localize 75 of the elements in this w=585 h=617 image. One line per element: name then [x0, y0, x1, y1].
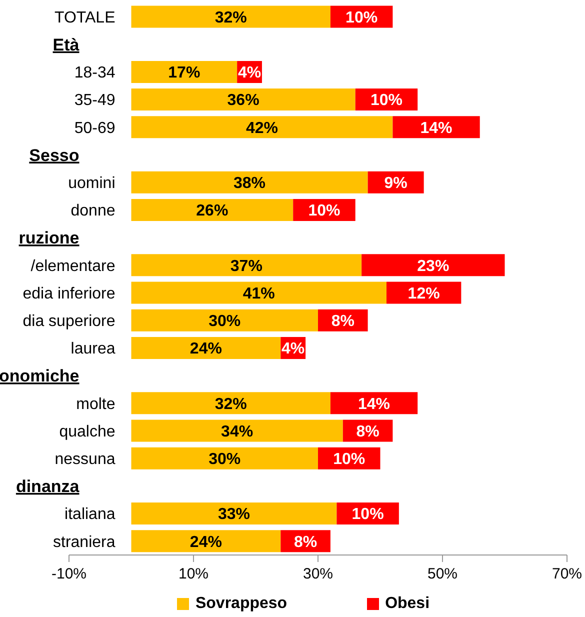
y-tick-label: 50-69	[74, 120, 116, 137]
data-label: 10%	[346, 9, 378, 26]
data-label: 10%	[308, 202, 340, 220]
data-label: 8%	[331, 312, 354, 330]
bar	[131, 171, 368, 194]
y-tick-label: 18-34	[74, 64, 116, 82]
y-tick-label: qualche	[59, 423, 116, 440]
x-tick-label: 30%	[302, 566, 334, 583]
data-label: 14%	[358, 396, 390, 413]
y-tick-label: ruzione	[18, 228, 80, 248]
bar	[131, 198, 294, 221]
data-label: 8%	[294, 534, 318, 551]
data-label: 10%	[370, 92, 402, 110]
bar	[131, 60, 238, 83]
x-tick-label: 10%	[178, 566, 209, 583]
y-tick-label: laurea	[70, 340, 116, 358]
bar	[131, 282, 386, 304]
bar	[392, 116, 480, 138]
y-tick-label: italiana	[64, 506, 116, 524]
bar	[131, 309, 318, 332]
bar	[131, 88, 356, 111]
y-tick-label: uomini	[68, 175, 116, 192]
data-label: 32%	[214, 396, 247, 413]
x-tick-label: 70%	[552, 566, 582, 583]
x-tick-label: 50%	[427, 566, 458, 583]
data-label: 41%	[242, 285, 275, 302]
bar	[131, 336, 281, 359]
y-tick-label: TOTALE	[54, 9, 116, 26]
data-label: 8%	[356, 423, 380, 440]
data-label: 42%	[246, 120, 278, 137]
y-tick-label: edia inferiore	[22, 285, 116, 302]
y-tick-label: dia superiore	[22, 313, 116, 330]
data-label: 37%	[230, 258, 262, 275]
y-tick-label: /elementare	[30, 258, 116, 275]
y-tick-label: Età	[52, 35, 80, 54]
data-label: 30%	[208, 450, 241, 468]
bar	[131, 502, 337, 525]
x-tick-label: -10%	[51, 566, 87, 583]
data-label: 4%	[282, 340, 305, 358]
data-label: 38%	[234, 174, 266, 192]
bar	[131, 420, 343, 442]
data-label: 33%	[218, 506, 250, 524]
bar	[362, 254, 505, 276]
data-label: 10%	[333, 450, 366, 468]
data-label: 24%	[190, 534, 222, 551]
data-label: 12%	[408, 285, 440, 302]
y-tick-label: molte	[76, 396, 116, 413]
data-label: 26%	[196, 202, 228, 220]
legend-label: Obesi	[385, 595, 430, 613]
data-label: 23%	[417, 258, 450, 275]
bar	[131, 392, 330, 414]
bar	[131, 116, 393, 138]
bar	[131, 6, 330, 28]
data-label: 36%	[227, 92, 260, 110]
data-label: 10%	[352, 506, 384, 524]
bar	[131, 254, 362, 276]
bar	[131, 530, 281, 552]
data-label: 14%	[420, 120, 452, 137]
data-label: 30%	[208, 312, 241, 330]
data-label: 9%	[384, 174, 408, 192]
y-tick-label: donne	[70, 202, 116, 220]
bar	[131, 447, 318, 470]
data-label: 32%	[214, 9, 247, 26]
y-tick-label: nessuna	[54, 451, 116, 468]
y-tick-label: Sesso	[29, 146, 80, 165]
legend-label: Sovrappeso	[195, 595, 288, 613]
y-tick-label: 35-49	[74, 92, 116, 110]
data-label: 34%	[221, 423, 254, 440]
y-tick-label: dinanza	[16, 476, 80, 496]
data-label: 4%	[238, 64, 262, 82]
bar	[330, 392, 418, 414]
data-label: 24%	[190, 340, 222, 358]
y-tick-label: onomiche	[0, 366, 80, 386]
data-label: 17%	[168, 64, 200, 82]
y-tick-label: straniera	[53, 534, 116, 551]
